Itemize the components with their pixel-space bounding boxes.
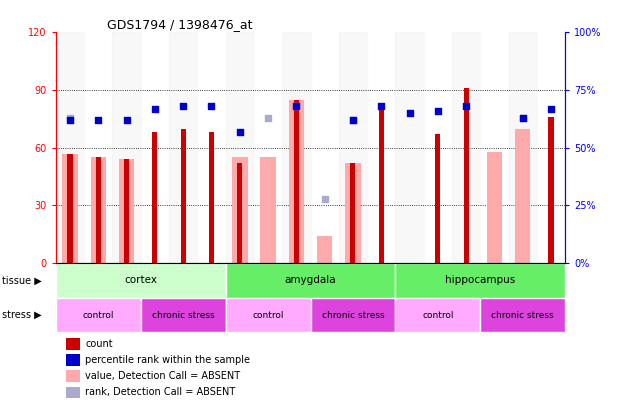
Bar [294,100,299,263]
Text: percentile rank within the sample: percentile rank within the sample [86,355,250,365]
Bar [317,236,332,263]
Bar [225,298,310,333]
Bar [435,134,440,263]
Bar [367,32,396,263]
Point [348,117,358,123]
Bar [310,32,339,263]
Bar [124,159,129,263]
Bar [181,128,186,263]
Bar [169,32,197,263]
Bar [84,32,112,263]
Text: cortex: cortex [124,275,157,286]
Point [404,110,414,116]
Text: chronic stress: chronic stress [152,311,214,320]
Bar [254,32,282,263]
Point [150,105,160,112]
Bar [480,298,565,333]
Point [65,117,75,123]
Bar [282,32,310,263]
Bar [112,32,141,263]
Bar [62,153,78,263]
Text: GDS1794 / 1398476_at: GDS1794 / 1398476_at [107,18,252,31]
Bar [260,158,276,263]
Text: stress ▶: stress ▶ [2,310,42,320]
Bar [509,32,537,263]
Bar [463,88,469,263]
Bar [339,32,367,263]
Bar [66,371,80,382]
Point [546,105,556,112]
Text: control: control [252,311,284,320]
Bar [209,132,214,263]
Bar [119,159,134,263]
Point [122,117,132,123]
Bar [232,158,248,263]
Point [178,103,188,109]
Bar [487,151,502,263]
Point [65,115,75,121]
Text: hippocampus: hippocampus [445,275,515,286]
Bar [537,32,565,263]
Text: amygdala: amygdala [284,275,337,286]
Text: count: count [86,339,113,349]
Bar [379,105,384,263]
Text: rank, Detection Call = ABSENT: rank, Detection Call = ABSENT [86,387,236,397]
Bar [396,263,565,298]
Bar [345,163,361,263]
Text: chronic stress: chronic stress [491,311,554,320]
Point [461,103,471,109]
Point [518,115,528,121]
Bar [141,298,225,333]
Point [207,103,217,109]
Point [291,103,301,109]
Bar [91,158,106,263]
Bar [66,386,80,398]
Bar [289,100,304,263]
Bar [396,32,424,263]
Bar [396,298,480,333]
Text: chronic stress: chronic stress [322,311,384,320]
Point [348,117,358,123]
Point [93,117,103,123]
Bar [548,117,553,263]
Bar [96,158,101,263]
Text: control: control [422,311,453,320]
Point [320,195,330,202]
Bar [141,32,169,263]
Point [235,128,245,135]
Bar [515,128,530,263]
Text: tissue ▶: tissue ▶ [2,275,42,286]
Bar [225,263,396,298]
Point [518,115,528,121]
Text: control: control [83,311,114,320]
Point [376,103,386,109]
Bar [452,32,480,263]
Point [291,103,301,109]
Bar [424,32,452,263]
Bar [197,32,225,263]
Bar [68,153,73,263]
Bar [56,32,84,263]
Bar [56,263,225,298]
Bar [480,32,509,263]
Point [433,108,443,114]
Point [263,115,273,121]
Bar [225,32,254,263]
Bar [56,298,141,333]
Bar [237,163,242,263]
Text: value, Detection Call = ABSENT: value, Detection Call = ABSENT [86,371,240,381]
Bar [152,132,158,263]
Bar [310,298,396,333]
Bar [350,163,355,263]
Bar [66,354,80,366]
Bar [66,338,80,350]
